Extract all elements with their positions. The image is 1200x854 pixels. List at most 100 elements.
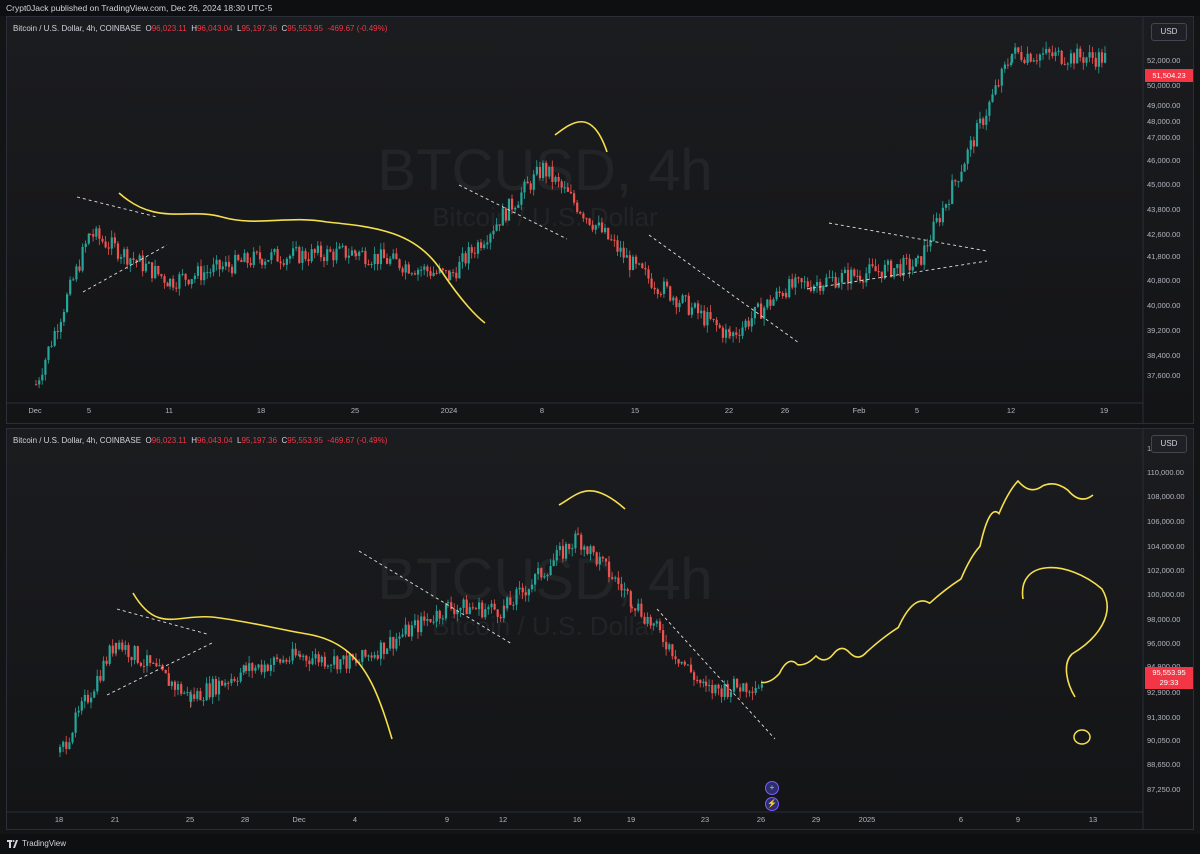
- last-price-tag: 95,553.95 29:33: [1145, 667, 1193, 689]
- candle-body: [490, 603, 493, 608]
- candle-body: [1100, 52, 1104, 63]
- candle-body: [354, 250, 357, 254]
- candle-body: [1010, 62, 1013, 66]
- candle-body: [728, 329, 731, 332]
- candle-body: [911, 266, 914, 271]
- candle-body: [985, 115, 988, 125]
- x-tick-label: 5: [915, 406, 919, 415]
- candle-body: [295, 247, 298, 249]
- candle-body: [364, 650, 367, 657]
- candle-body: [623, 589, 626, 591]
- candle-body: [330, 664, 333, 666]
- candle-body: [499, 616, 502, 619]
- candle-body: [1042, 53, 1045, 55]
- candle-body: [669, 286, 672, 301]
- candle-body: [361, 650, 364, 662]
- candle-body: [107, 247, 110, 249]
- candle-body: [186, 691, 189, 693]
- candle-body: [874, 266, 877, 272]
- candle-body: [534, 574, 537, 585]
- candle-body: [236, 680, 239, 682]
- candle-body: [438, 268, 441, 273]
- y-tick-label: 41,800.00: [1147, 252, 1180, 261]
- candle-body: [456, 610, 459, 615]
- candle-body: [196, 266, 200, 276]
- candle-body: [914, 258, 917, 267]
- trendline: [648, 234, 800, 344]
- chart-panel-top[interactable]: BTCUSD, 4h Bitcoin / U.S. Dollar 52,000.00…: [6, 16, 1194, 424]
- candle-body: [626, 589, 629, 592]
- candle-body: [146, 655, 149, 666]
- candle-body: [184, 273, 187, 280]
- candle-body: [80, 701, 83, 711]
- candle-body: [706, 312, 709, 326]
- candle-body: [1020, 52, 1023, 60]
- candle-body: [395, 253, 398, 260]
- currency-button[interactable]: USD: [1151, 23, 1187, 41]
- candle-body: [465, 599, 468, 615]
- candle-body: [554, 177, 557, 182]
- candle-body: [407, 624, 410, 637]
- currency-button[interactable]: USD: [1151, 435, 1187, 453]
- candle-body: [568, 543, 571, 550]
- candle-body: [404, 624, 407, 635]
- candle-body: [230, 678, 233, 684]
- candle-body: [214, 678, 217, 695]
- candle-body: [288, 660, 291, 662]
- candle-body: [750, 318, 753, 327]
- candle-body: [316, 245, 319, 253]
- candle-body: [468, 607, 471, 615]
- candle-body: [38, 380, 41, 385]
- candle-body: [595, 552, 598, 565]
- candle-body: [239, 672, 242, 682]
- candle-body: [347, 255, 350, 258]
- candle-body: [853, 269, 856, 276]
- candle-body: [308, 660, 311, 665]
- candle-body: [658, 621, 662, 631]
- y-tick-label: 90,050.00: [1147, 736, 1180, 745]
- open-value: 96,023.11: [151, 24, 187, 33]
- candle-body: [714, 684, 717, 694]
- candle-body: [276, 249, 279, 262]
- candle-body: [444, 603, 448, 619]
- candle-body: [257, 664, 260, 668]
- candle-body: [489, 234, 492, 243]
- candle-body: [304, 250, 307, 260]
- candle-body: [1060, 50, 1063, 64]
- candle-body: [130, 657, 133, 661]
- candle-body: [862, 280, 865, 283]
- candle-body: [538, 166, 542, 179]
- candle-body: [398, 259, 401, 269]
- candle-body: [917, 256, 920, 259]
- candle-body: [449, 272, 452, 281]
- y-tick-label: 37,600.00: [1147, 371, 1180, 380]
- candle-body: [86, 694, 90, 703]
- candle-body: [514, 207, 517, 210]
- candle-body: [705, 681, 708, 686]
- candle-body: [101, 238, 104, 242]
- candle-body: [299, 654, 302, 657]
- candle-body: [678, 302, 681, 308]
- candle-body: [611, 577, 614, 579]
- candle-body: [769, 299, 772, 306]
- candle-body: [41, 374, 44, 381]
- candle-body: [90, 697, 93, 703]
- candle-body: [105, 660, 108, 664]
- lightning-icon[interactable]: ⚡: [765, 797, 779, 811]
- candle-body: [1066, 63, 1069, 65]
- candle-body: [614, 577, 617, 579]
- candle-body: [459, 607, 462, 611]
- candle-body: [276, 657, 279, 660]
- candle-body: [255, 251, 258, 253]
- plus-icon[interactable]: +: [765, 781, 779, 795]
- candle-body: [560, 181, 563, 188]
- candle-body: [552, 560, 555, 567]
- candle-body: [819, 282, 822, 291]
- candle-body: [193, 694, 196, 699]
- candle-body: [154, 266, 157, 279]
- candle-body: [659, 293, 662, 295]
- candle-body: [77, 710, 80, 713]
